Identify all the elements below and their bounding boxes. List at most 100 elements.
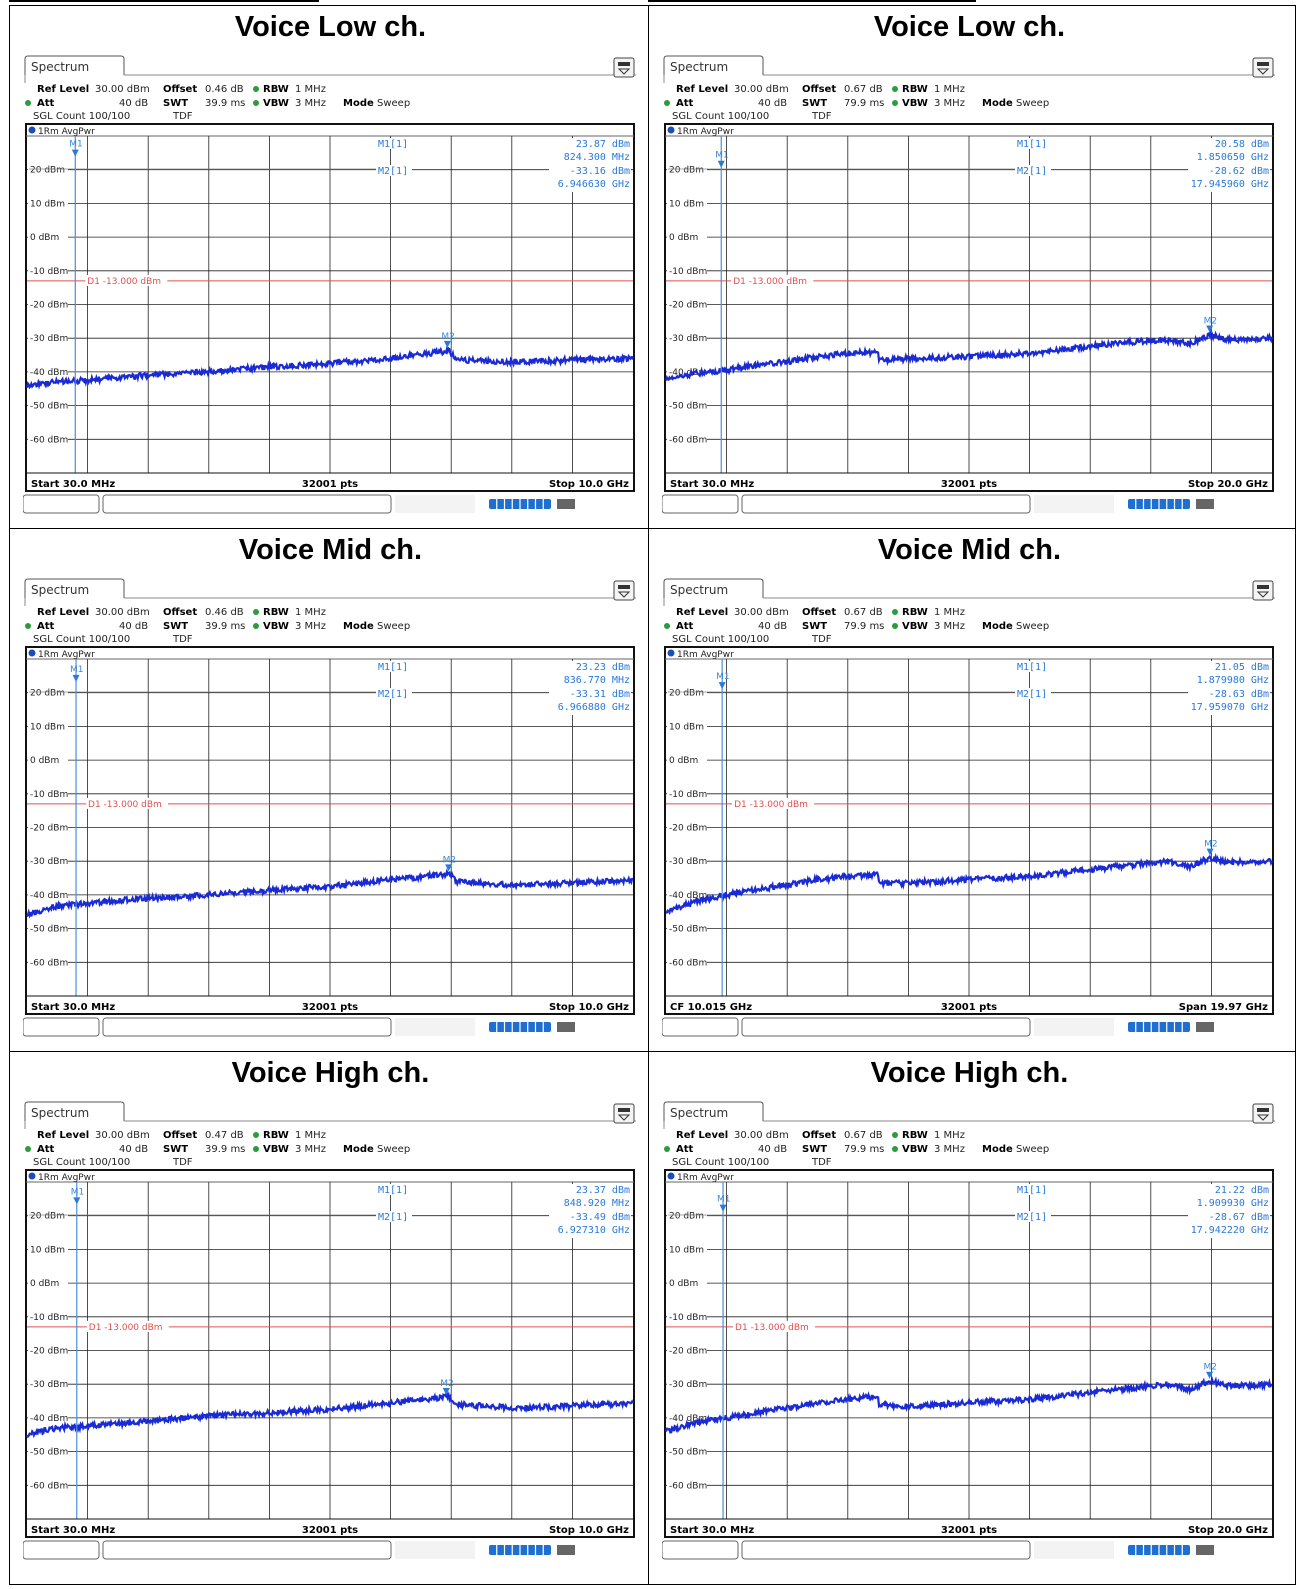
status-field-left[interactable] (662, 1540, 739, 1560)
sgl-count: SGL Count 100/100 (672, 634, 769, 645)
y-tick-label-bg (28, 1344, 68, 1356)
marker-m1-icon[interactable] (719, 1204, 727, 1212)
y-tick-label-bg (28, 787, 68, 799)
y-tick-label-bg (667, 433, 707, 445)
y-tick-label-bg (28, 855, 68, 867)
spectrum-tab[interactable] (663, 55, 764, 75)
y-tick-label: -30 dBm (30, 334, 68, 344)
marker-m1-icon[interactable] (717, 160, 725, 168)
marker-m2-label: M2 (1204, 840, 1218, 850)
y-tick-label: 0 dBm (30, 756, 59, 766)
marker-m1-icon[interactable] (73, 1197, 81, 1205)
trace-indicator-icon (667, 649, 675, 657)
y-tick-label-bg (667, 956, 707, 968)
ref-level-label: Ref Level (37, 1130, 89, 1141)
mode-label: Mode (343, 621, 374, 632)
rbw-coupled-indicator-icon (892, 86, 898, 92)
mode-value: Sweep (1016, 621, 1049, 632)
display-menu-chevron-icon (1256, 1114, 1270, 1121)
marker-m1-readout-label: M1[1] (1017, 662, 1047, 673)
status-field-left[interactable] (23, 1540, 100, 1560)
y-tick-label: -40 dBm (30, 368, 68, 378)
table-divider-vertical (648, 6, 649, 1584)
status-field-message (741, 1540, 1031, 1560)
mode-value: Sweep (1016, 1144, 1049, 1155)
y-tick-label: -20 dBm (669, 301, 707, 311)
limit-line-label: D1 -13.000 dBm (734, 800, 808, 810)
spectrum-tab[interactable] (663, 578, 764, 598)
spectrum-tab[interactable] (24, 55, 125, 75)
marker-readout-bg (549, 661, 631, 715)
spectrum-tab-label: Spectrum (670, 1106, 728, 1120)
limit-line-label-bg (86, 1320, 169, 1332)
top-rule-left (9, 0, 319, 2)
y-tick-label-bg (667, 1378, 707, 1390)
limit-line-label: D1 -13.000 dBm (88, 800, 162, 810)
marker-m2-header-bg (376, 1211, 412, 1222)
y-tick-label-bg (28, 888, 68, 900)
rbw-label: RBW (263, 84, 289, 95)
spectrum-analyzer-screen: Spectrum Ref Level 30.00 dBm Offset 0.46 dB R… (23, 53, 639, 527)
mode-label: Mode (343, 1144, 374, 1155)
x-axis-stop-label: Span 19.97 GHz (1179, 1002, 1268, 1013)
status-field-left[interactable] (662, 1017, 739, 1037)
mode-value: Sweep (1016, 98, 1049, 109)
y-tick-label: -40 dBm (669, 891, 707, 901)
marker-m2-icon[interactable] (442, 1387, 450, 1395)
spectrum-tab[interactable] (663, 1101, 764, 1121)
offset-label: Offset (802, 1130, 836, 1141)
status-field-message (102, 494, 392, 514)
marker-m2-readout-level: -28.67 dBm (1209, 1212, 1269, 1223)
marker-m1-icon[interactable] (718, 682, 726, 690)
offset-label: Offset (163, 1130, 197, 1141)
att-coupled-indicator-icon (25, 100, 31, 106)
limit-line-label: D1 -13.000 dBm (87, 277, 161, 287)
spectrum-tab[interactable] (24, 1101, 125, 1121)
marker-m2-readout-frequency: 6.966880 GHz (558, 702, 630, 713)
sgl-count: SGL Count 100/100 (672, 1157, 769, 1168)
ref-level-value: 30.00 dBm (95, 84, 150, 95)
rbw-value: 1 MHz (934, 84, 965, 95)
marker-m1-readout-frequency: 1.909930 GHz (1197, 1198, 1269, 1209)
y-tick-label-bg (667, 365, 707, 377)
marker-m2-icon[interactable] (445, 864, 453, 872)
marker-m1-icon[interactable] (71, 149, 79, 157)
offset-label: Offset (802, 607, 836, 618)
status-led-icon (557, 1022, 575, 1032)
display-menu-chevron-icon (1256, 68, 1270, 75)
marker-m1-readout-frequency: 824.300 MHz (564, 152, 630, 163)
spectrum-tab[interactable] (24, 578, 125, 598)
display-menu-icon-bar (1257, 62, 1269, 66)
display-menu-icon-bar (618, 1108, 630, 1112)
sgl-count: SGL Count 100/100 (33, 634, 130, 645)
y-tick-label-bg (28, 231, 68, 243)
rbw-value: 1 MHz (295, 84, 326, 95)
ref-level-value: 30.00 dBm (95, 1130, 150, 1141)
rbw-value: 1 MHz (295, 1130, 326, 1141)
status-field-left[interactable] (662, 494, 739, 514)
status-field-left[interactable] (23, 1017, 100, 1037)
limit-line-label-bg (732, 797, 815, 809)
swt-label: SWT (163, 621, 188, 632)
trace-label: 1Rm AvgPwr (38, 127, 95, 137)
marker-m2-icon[interactable] (1206, 848, 1214, 856)
y-tick-label-bg (28, 1411, 68, 1423)
swt-label: SWT (802, 1144, 827, 1155)
x-axis-start-label: Start 30.0 MHz (31, 479, 115, 490)
marker-m2-icon[interactable] (1206, 325, 1214, 333)
marker-m1-icon[interactable] (72, 674, 80, 682)
status-led-icon (557, 1545, 575, 1555)
spectrum-analyzer-screen: Spectrum Ref Level 30.00 dBm Offset 0.67 dB R… (662, 1099, 1278, 1573)
att-label: Att (676, 1144, 694, 1155)
marker-m2-label: M2 (440, 1379, 454, 1389)
ref-level-value: 30.00 dBm (734, 607, 789, 618)
marker-m2-icon[interactable] (1206, 1371, 1214, 1379)
trace-line-avgpwr (665, 852, 1274, 916)
att-label: Att (676, 98, 694, 109)
y-tick-label: -20 dBm (30, 301, 68, 311)
offset-value: 0.67 dB (844, 84, 883, 95)
status-field-left[interactable] (23, 494, 100, 514)
att-value: 40 dB (119, 98, 148, 109)
marker-m2-icon[interactable] (443, 340, 451, 348)
y-tick-label: -20 dBm (30, 1347, 68, 1357)
